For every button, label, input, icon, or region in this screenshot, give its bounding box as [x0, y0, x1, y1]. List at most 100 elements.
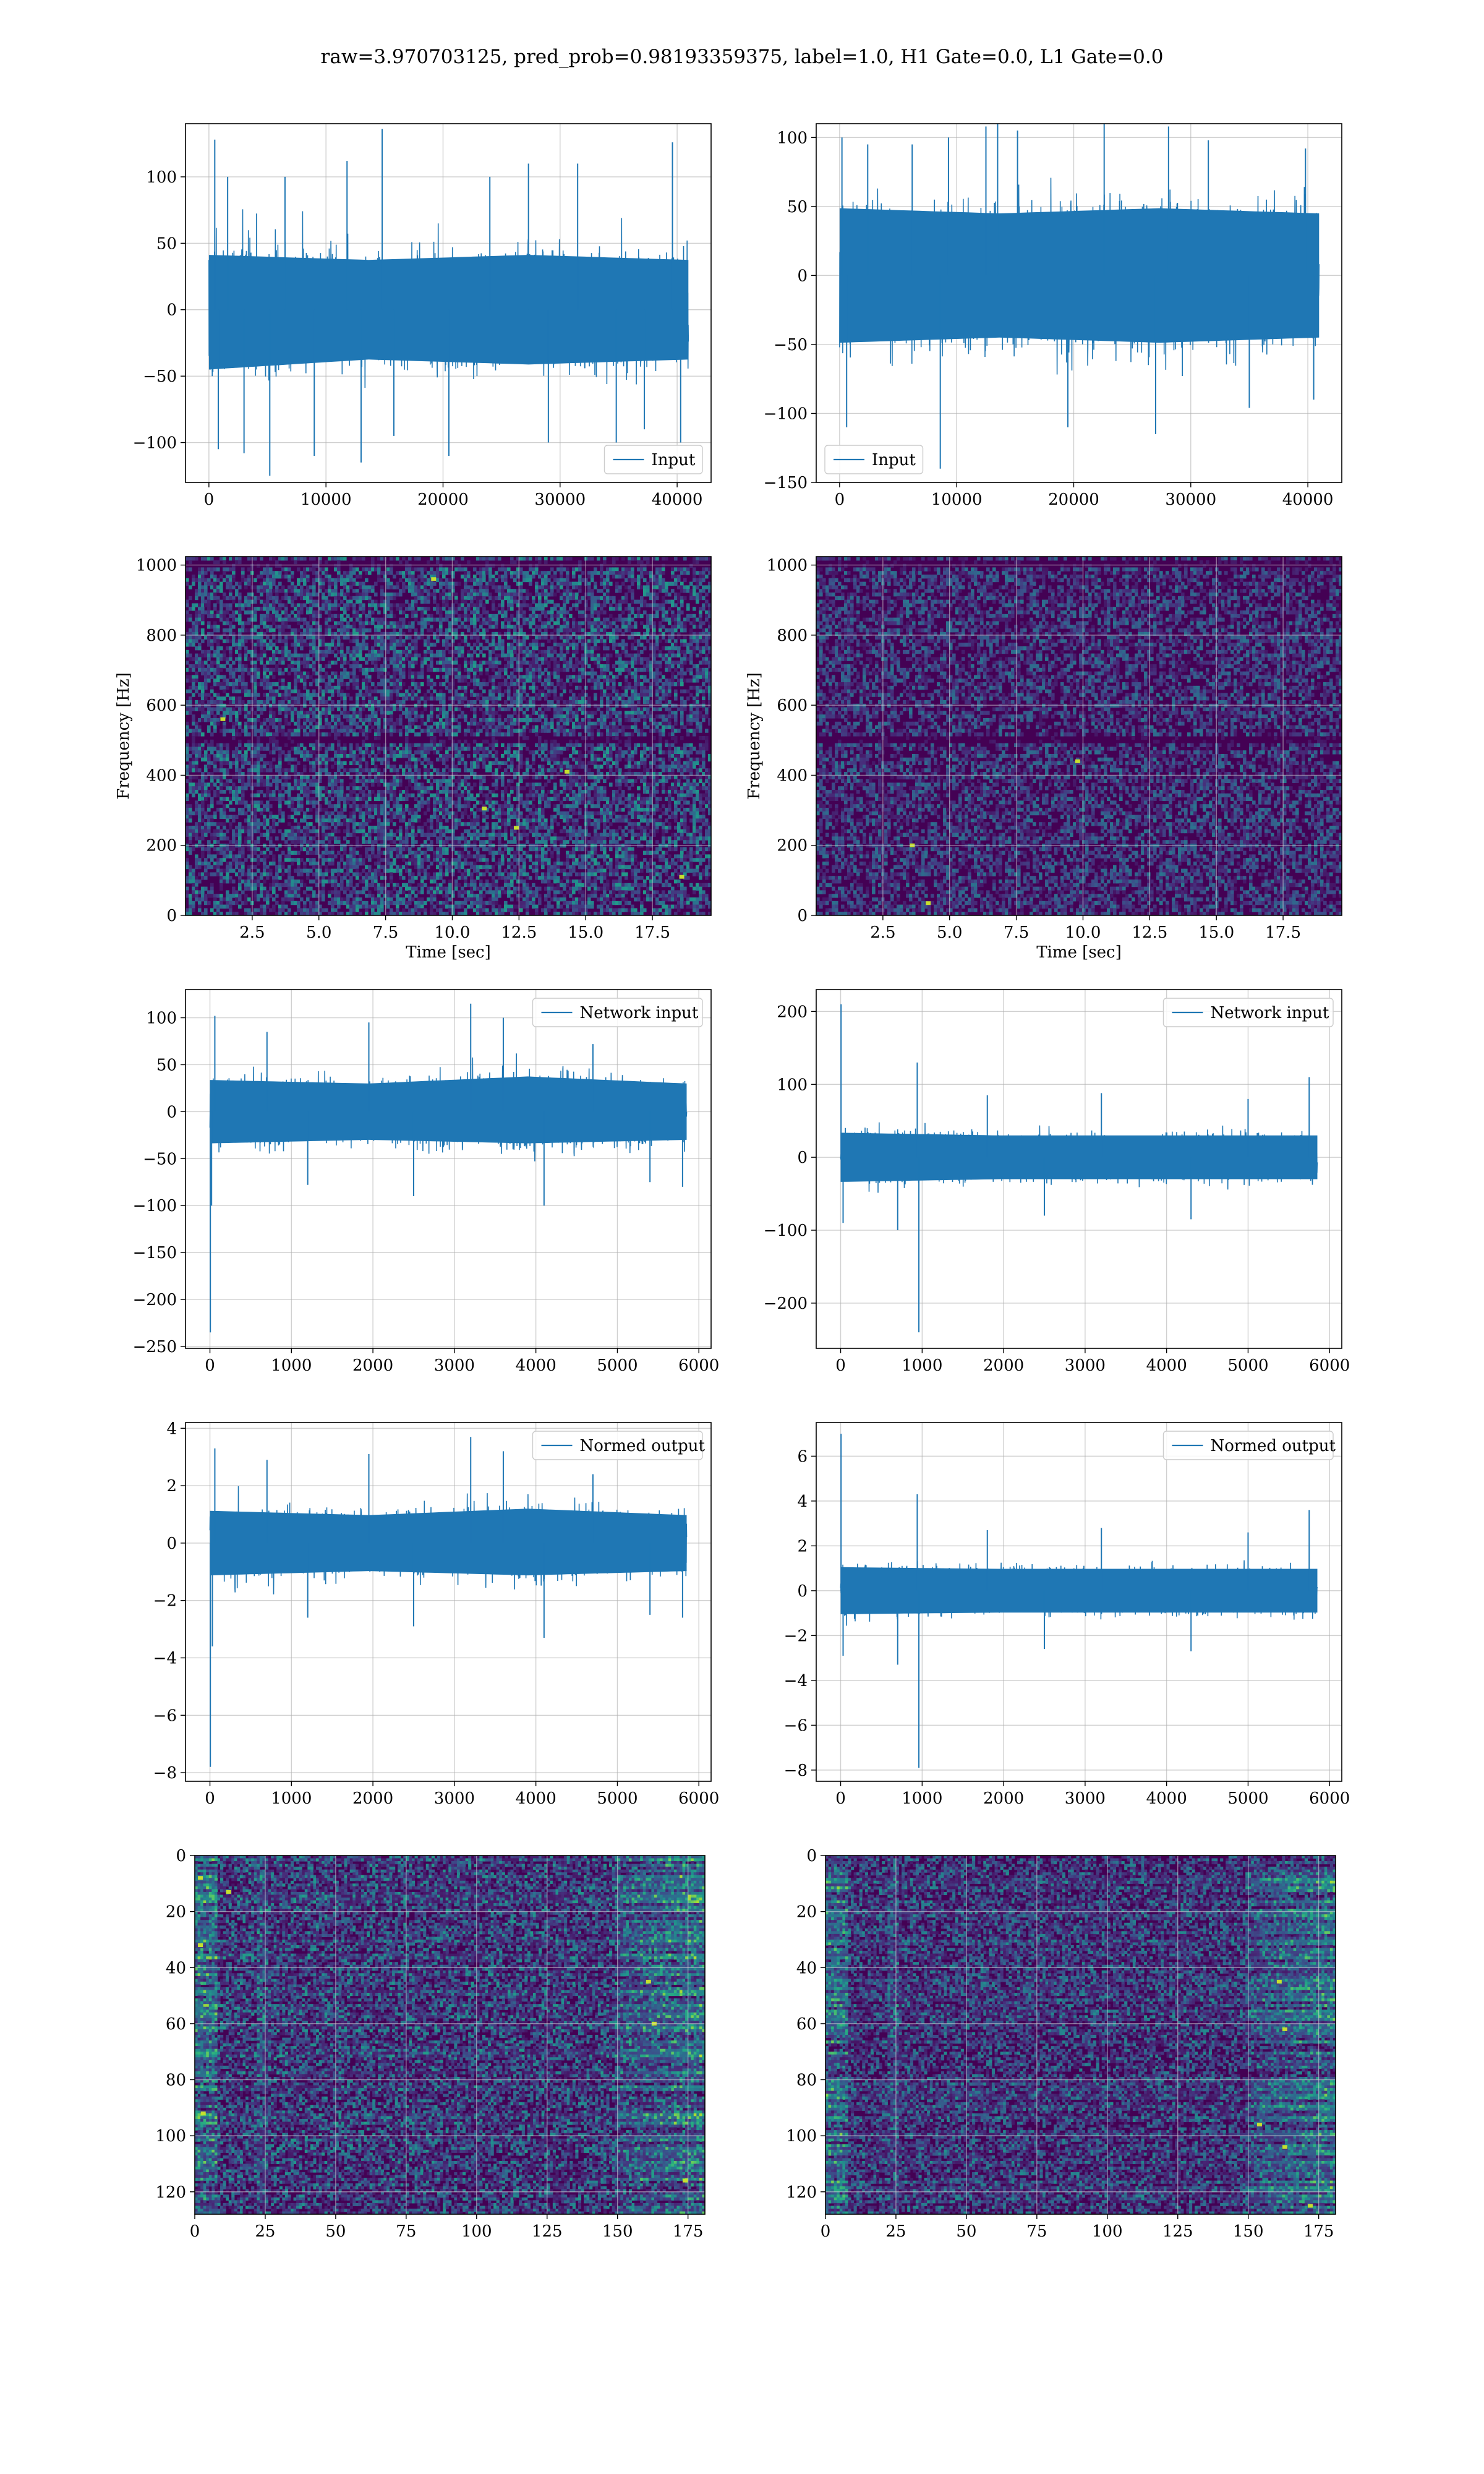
- l1-network-input-ytick-label: 200: [777, 1003, 808, 1021]
- l1-normed-output-legend: Normed output: [1162, 1431, 1336, 1460]
- h1-input-legend: Input: [603, 445, 703, 474]
- h1-embedding-ytick-label: 80: [166, 2071, 186, 2090]
- l1-input-xtick-label: 10000: [931, 490, 983, 509]
- l1-input-ytick-label: 50: [787, 198, 808, 216]
- h1-spectrogram-xtick-label: 15.0: [568, 923, 603, 942]
- h1-normed-output-frame: [185, 1422, 712, 1782]
- h1-spectrogram-frame: [185, 556, 712, 916]
- h1-input-xtick-label: 30000: [534, 490, 586, 509]
- l1-spectrogram-ytick-label: 200: [777, 837, 808, 855]
- h1-embedding-ytick-label: 100: [155, 2127, 186, 2146]
- l1-spectrogram-grid: [816, 557, 1342, 915]
- l1-spectrogram-xtick-label: 15.0: [1198, 923, 1234, 942]
- h1-spectrogram-bright-spot: [679, 875, 684, 879]
- l1-embedding-xtick-label: 100: [1092, 2222, 1123, 2241]
- h1-input-xtick-label: 20000: [417, 490, 469, 509]
- l1-network-input-xtick-label: 6000: [1309, 1356, 1350, 1375]
- h1-embedding-ytick-label: 0: [176, 1847, 186, 1865]
- h1-normed-output-xtick-label: 3000: [434, 1789, 475, 1808]
- h1-input-plot-area: [186, 124, 711, 482]
- h1-spectrogram-bright-spot: [482, 807, 487, 811]
- l1-input-ytick-label: −100: [764, 404, 808, 423]
- h1-normed-output-xtick-label: 1000: [271, 1789, 312, 1808]
- h1-network-input-ytick-label: −200: [133, 1291, 177, 1309]
- h1-spectrogram-grid: [186, 557, 711, 915]
- l1-embedding-ytick-label: 80: [796, 2071, 817, 2090]
- h1-normed-output-ytick-label: 0: [166, 1534, 177, 1553]
- h1-input-ytick-label: 50: [156, 234, 177, 253]
- l1-embedding-ytick-label: 60: [796, 2015, 817, 2034]
- h1-embedding-xtick-label: 175: [673, 2222, 704, 2241]
- l1-network-input-series-band: [840, 1132, 1318, 1182]
- h1-input-xtick-label: 10000: [301, 490, 352, 509]
- l1-input-frame: [816, 123, 1342, 483]
- h1-network-input-ytick-label: 100: [146, 1009, 177, 1028]
- l1-spectrogram-xtick-label: 5.0: [937, 923, 962, 942]
- h1-spectrogram-ytick-label: 800: [146, 627, 177, 645]
- h1-network-input-xtick-label: 4000: [516, 1356, 556, 1375]
- h1-normed-output-xtick-label: 0: [205, 1789, 215, 1808]
- l1-normed-output-ytick-label: 6: [797, 1447, 808, 1466]
- h1-network-input-ytick-label: −250: [133, 1338, 177, 1356]
- l1-embedding-ytick-label: 20: [796, 1903, 817, 1922]
- h1-network-input-legend-label: Network input: [580, 1004, 699, 1022]
- h1-embedding-ytick-label: 40: [166, 1959, 186, 1977]
- h1-normed-output-ytick-label: −6: [153, 1706, 177, 1725]
- h1-spectrogram-bright-spot: [431, 577, 437, 581]
- h1-network-input-xtick-label: 3000: [434, 1356, 475, 1375]
- l1-spectrogram-bright-spot: [926, 901, 931, 905]
- h1-network-input-ytick-label: −50: [143, 1150, 177, 1168]
- h1-embedding-bright-spot: [200, 2111, 206, 2115]
- l1-embedding-xtick-label: 0: [821, 2222, 831, 2241]
- l1-spectrogram-ytick-label: 800: [777, 627, 808, 645]
- h1-input-ytick-label: 100: [146, 168, 177, 187]
- h1-normed-output-xtick-label: 4000: [516, 1789, 556, 1808]
- l1-normed-output-ytick-label: 4: [797, 1492, 808, 1511]
- l1-embedding-xtick-label: 175: [1303, 2222, 1334, 2241]
- l1-embedding-xtick-label: 50: [956, 2222, 976, 2241]
- l1-embedding-xtick-label: 125: [1162, 2222, 1193, 2241]
- h1-embedding-ytick-label: 60: [166, 2015, 186, 2034]
- l1-network-input-ytick-label: 0: [797, 1149, 808, 1167]
- h1-network-input-ytick-label: 50: [156, 1056, 177, 1074]
- h1-embedding-xtick-label: 125: [532, 2222, 563, 2241]
- l1-normed-output-legend-label: Normed output: [1211, 1437, 1336, 1455]
- h1-embedding-xtick-label: 0: [190, 2222, 200, 2241]
- l1-network-input-ytick-label: −100: [764, 1222, 808, 1240]
- l1-input-ytick-label: 100: [777, 129, 808, 147]
- l1-input-xtick-label: 0: [835, 490, 845, 509]
- l1-network-input-legend: Network input: [1162, 998, 1334, 1027]
- h1-spectrogram-xlabel: Time [sec]: [406, 943, 491, 962]
- h1-network-input-xtick-label: 2000: [352, 1356, 393, 1375]
- l1-normed-output-ytick-label: −4: [784, 1672, 808, 1690]
- h1-network-input-plot-area: [186, 990, 711, 1348]
- l1-spectrogram-xtick-label: 12.5: [1132, 923, 1167, 942]
- l1-embedding-ytick-label: 100: [786, 2127, 817, 2146]
- h1-network-input-xtick-label: 0: [205, 1356, 215, 1375]
- l1-spectrogram-ytick-label: 400: [777, 766, 808, 785]
- h1-embedding-xtick-label: 50: [325, 2222, 346, 2241]
- h1-network-input-legend: Network input: [532, 998, 703, 1027]
- panel-l1-normed-output: 0 1000 2000 3000 4000 5000 6000 −8 −6 −4 −2 0 2 4 6 Nor…: [784, 1422, 1350, 1808]
- h1-spectrogram-bright-spot: [565, 769, 570, 774]
- l1-input-xtick-label: 20000: [1048, 490, 1099, 509]
- l1-normed-output-series-band: [840, 1567, 1318, 1614]
- panel-l1-network-input: 0 1000 2000 3000 4000 5000 6000 −200 −100 0 100 200…: [764, 989, 1350, 1375]
- panel-l1-embedding: 0 25 50 75 100 125 150 175 0 20 40 60 80 100 120: [786, 1847, 1336, 2241]
- l1-input-ytick-label: −150: [764, 474, 808, 492]
- l1-network-input-xtick-label: 0: [835, 1356, 846, 1375]
- l1-input-ytick-label: 0: [797, 267, 808, 285]
- l1-network-input-ytick-label: 100: [777, 1076, 808, 1094]
- l1-normed-output-xtick-label: 3000: [1065, 1789, 1106, 1808]
- h1-embedding-bright-spot: [226, 1890, 231, 1894]
- h1-spectrogram-ylabel: Frequency [Hz]: [114, 672, 133, 800]
- h1-network-input-ytick-label: 0: [166, 1103, 177, 1121]
- l1-spectrogram-ytick-label: 0: [797, 907, 808, 925]
- h1-embedding-grid: [195, 1856, 705, 2214]
- h1-embedding-bright-spot: [683, 2178, 688, 2183]
- l1-normed-output-ytick-label: 2: [797, 1537, 808, 1556]
- h1-network-input-xtick-label: 1000: [271, 1356, 312, 1375]
- panels: 0 10000 20000 30000 40000−100−50050100Input0…: [114, 123, 1350, 2241]
- l1-normed-output-xtick-label: 1000: [902, 1789, 942, 1808]
